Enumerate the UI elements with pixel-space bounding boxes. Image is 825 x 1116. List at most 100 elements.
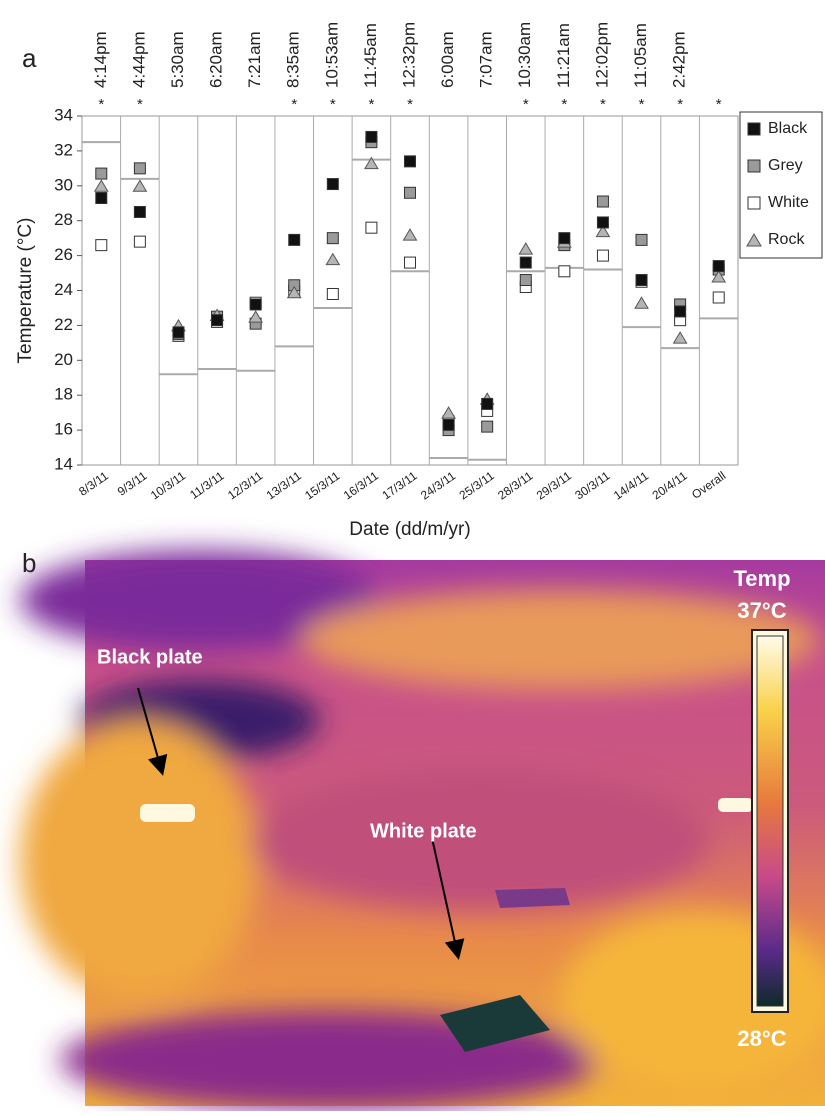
y-tick-label: 16 [54, 420, 73, 439]
image-label: Black plate [97, 646, 203, 668]
legend-marker [747, 196, 761, 210]
significance-star: * [716, 96, 722, 113]
significance-star: * [330, 96, 336, 113]
hot-spot [718, 798, 753, 812]
marker [635, 274, 648, 287]
y-axis-title: Temperature (°C) [15, 218, 36, 364]
time-label: 11:05am [631, 23, 650, 88]
x-axis-title: Date (dd/m/yr) [349, 519, 470, 540]
significance-star: * [137, 96, 143, 113]
marker [404, 186, 416, 199]
rock-marker [132, 179, 148, 192]
significance-star: * [407, 96, 413, 113]
y-tick-label: 14 [54, 454, 73, 473]
x-tick-label: 24/3/11 [418, 468, 458, 502]
y-tick-label: 34 [54, 105, 73, 124]
time-label: 11:21am [554, 23, 573, 88]
legend-label: Grey [768, 157, 803, 174]
time-label: 10:30am [515, 22, 534, 88]
marker [674, 305, 687, 318]
time-label: 2:42pm [670, 31, 689, 88]
time-label: 8:35am [284, 31, 303, 88]
x-tick-label: Overall [689, 469, 728, 502]
time-label: 10:53am [322, 22, 341, 88]
rock-marker [518, 242, 534, 255]
marker [596, 249, 609, 262]
y-tick-label: 20 [54, 350, 73, 369]
scale-min: 28°C [737, 1026, 786, 1051]
scale-title: Temp [733, 566, 790, 591]
marker [133, 235, 146, 248]
x-tick-label: 15/3/11 [302, 468, 342, 502]
rock-marker [634, 296, 649, 309]
y-tick-label: 18 [54, 385, 73, 404]
marker [712, 291, 725, 304]
time-label: 12:02pm [592, 22, 611, 88]
x-tick-label: 25/3/11 [457, 468, 497, 502]
rock-marker [441, 406, 456, 419]
black-plate [140, 804, 195, 822]
arrow [431, 837, 465, 960]
significance-star: * [639, 96, 645, 113]
rock-marker [711, 270, 727, 283]
scale-max: 37°C [737, 598, 786, 623]
significance-star: * [368, 96, 374, 113]
significance-star: * [600, 96, 606, 113]
significance-star: * [677, 96, 683, 113]
time-label: 4:44pm [129, 31, 148, 88]
marker [519, 274, 532, 287]
marker [558, 232, 571, 245]
arrow [137, 687, 168, 776]
marker [481, 397, 494, 410]
marker [172, 326, 185, 339]
marker [133, 205, 146, 218]
rock-marker [248, 310, 264, 323]
time-label: 4:14pm [91, 31, 110, 88]
marker [481, 420, 494, 433]
plot-a: 14 16 18 20 22 24 26 28 30 32 34 Temperature (°C) Da… [15, 22, 823, 540]
x-tick-label: 8/3/11 [76, 468, 111, 498]
legend-marker [747, 122, 761, 136]
marker [211, 314, 224, 327]
y-tick-label: 26 [54, 245, 73, 264]
marker [596, 216, 609, 229]
thermal-image: Black plate White plate Temp 37°C 28°C [20, 550, 825, 1110]
marker [442, 418, 455, 431]
marker [404, 256, 416, 269]
panel-label: a [22, 43, 37, 73]
white-plate [440, 995, 550, 1052]
x-tick-label: 9/3/11 [115, 468, 150, 498]
x-tick-label: 20/4/11 [650, 468, 690, 502]
marker [326, 232, 339, 245]
time-label: 12:32pm [399, 22, 418, 88]
legend-label: Rock [768, 231, 805, 248]
significance-star: * [98, 96, 104, 113]
marker [133, 162, 146, 175]
time-label: 7:21am [245, 31, 264, 88]
plate-shadow [495, 888, 570, 908]
marker [95, 167, 108, 180]
time-label: 11:45am [361, 23, 380, 88]
x-tick-label: 30/3/11 [572, 468, 612, 502]
rock-marker [402, 228, 418, 241]
x-tick-label: 28/3/11 [495, 468, 535, 502]
y-tick-label: 28 [54, 210, 73, 229]
x-tick-label: 11/3/11 [187, 468, 227, 502]
marker [519, 256, 532, 269]
marker [95, 192, 108, 205]
y-tick-label: 30 [54, 175, 73, 194]
time-label: 6:20am [207, 31, 226, 88]
marker [288, 233, 301, 246]
rock-marker [93, 179, 109, 192]
x-tick-label: 10/3/11 [148, 468, 188, 502]
legend-label: Black [768, 120, 808, 137]
y-tick-label: 24 [54, 280, 73, 299]
time-label: 6:00am [438, 31, 457, 88]
rock-marker [595, 224, 611, 238]
y-tick-label: 32 [54, 140, 73, 159]
marker [249, 298, 262, 311]
marker [95, 239, 108, 252]
marker [326, 287, 339, 300]
rock-marker [325, 252, 341, 266]
